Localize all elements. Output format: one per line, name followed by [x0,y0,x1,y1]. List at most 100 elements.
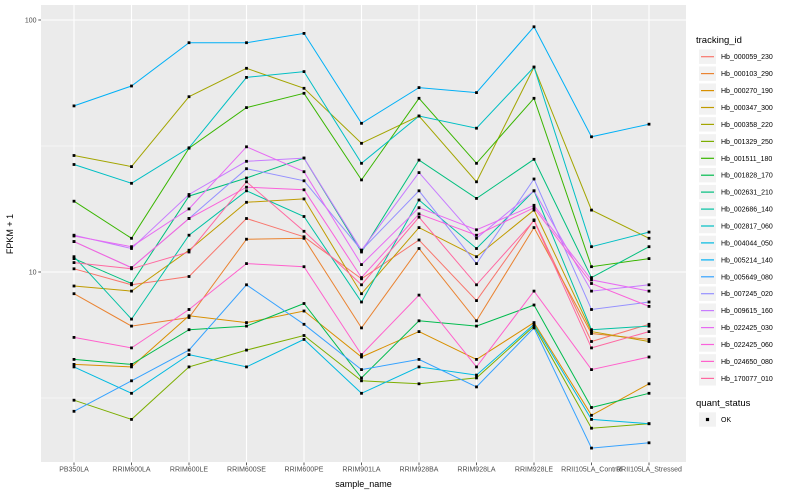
data-point [590,330,593,333]
data-point [590,308,593,311]
data-point [302,156,306,160]
data-point [590,446,593,450]
data-point [72,292,76,296]
data-point [360,355,363,359]
x-tick-label: RRIM600SE [227,467,266,474]
data-point [647,355,651,359]
data-point [532,65,536,69]
data-point [532,326,536,330]
data-point [647,338,651,341]
x-tick-label: RRIM600LA [112,467,150,474]
data-point [72,240,76,243]
data-point [417,96,421,100]
data-point [360,263,363,266]
data-point [245,283,248,287]
data-point [532,208,536,212]
x-axis-title: sample_name [335,479,392,489]
legend-entry-Hb_005649_080: Hb_005649_080 [699,269,773,284]
data-point [417,358,421,361]
data-point [590,406,593,409]
data-point [130,391,133,395]
legend-label: Hb_022425_060 [721,342,773,349]
legend-entry-Hb_005214_140: Hb_005214_140 [699,252,773,268]
data-point [417,365,421,369]
data-point [647,324,651,328]
data-point [187,217,191,220]
data-point [130,236,133,240]
data-point [130,84,133,88]
data-point [475,255,478,259]
data-point [590,413,593,417]
data-point [360,250,363,254]
legend-entry-Hb_000347_300: Hb_000347_300 [699,100,773,115]
data-point [590,278,593,282]
data-point [245,262,248,265]
data-point [360,283,363,287]
legend-title-tracking-id: tracking_id [696,35,742,46]
data-point [187,365,191,369]
legend-label: Hb_001329_250 [721,139,773,146]
data-point [130,181,133,185]
data-point [302,70,306,73]
data-point [130,363,133,366]
data-point [417,226,421,229]
data-point [417,382,421,386]
data-point [647,300,651,304]
data-point [187,193,191,196]
data-point [417,189,421,193]
legend-label: Hb_170077_010 [721,376,773,383]
data-point [130,346,133,350]
data-point [187,353,191,356]
data-point [647,257,651,260]
data-point [417,215,421,219]
legend-label: Hb_000270_190 [721,88,773,95]
data-point [302,32,306,35]
data-point [360,391,363,395]
data-point [590,208,593,212]
data-point [590,135,593,139]
legend-label-ok: OK [721,417,731,424]
legend-entry-Hb_024650_080: Hb_024650_080 [699,354,773,369]
data-point [475,233,478,237]
data-point [245,185,248,189]
data-point [187,328,191,332]
data-point [187,250,191,254]
data-point [187,275,191,278]
data-point [475,247,478,250]
data-point [245,180,248,184]
data-point [532,324,536,328]
data-point [72,255,76,259]
legend-entry-Hb_004044_050: Hb_004044_050 [699,235,773,251]
legend-label: Hb_009615_160 [721,308,773,315]
x-tick-label: RRIM901LA [342,467,380,474]
data-point [187,314,191,318]
data-point [72,261,76,264]
data-point [647,391,651,395]
data-point [130,317,133,321]
data-point [475,180,478,184]
legend-label: Hb_002686_140 [721,207,773,214]
data-point [360,141,363,145]
legend-entry-Hb_000059_230: Hb_000059_230 [699,49,773,64]
data-point [590,332,593,335]
data-point [475,91,478,94]
legend-label: Hb_001828_170 [721,173,773,180]
data-point [360,292,363,296]
data-point [302,179,306,183]
data-point [187,207,191,211]
data-point [647,289,651,293]
ok-square-marker-icon [705,417,710,422]
data-point [590,328,593,332]
legend-label: Hb_001511_180 [721,156,772,163]
legend-entry-Hb_000358_220: Hb_000358_220 [699,117,773,132]
legend-label: Hb_005649_080 [721,274,773,281]
data-point [417,198,421,202]
data-point [72,154,76,157]
legend-entry-Hb_002631_210: Hb_002631_210 [699,184,773,200]
legend-entry-Hb_022425_030: Hb_022425_030 [699,320,773,335]
data-point [532,219,536,222]
data-point [302,338,306,341]
data-point [72,358,76,361]
data-point [417,212,421,216]
